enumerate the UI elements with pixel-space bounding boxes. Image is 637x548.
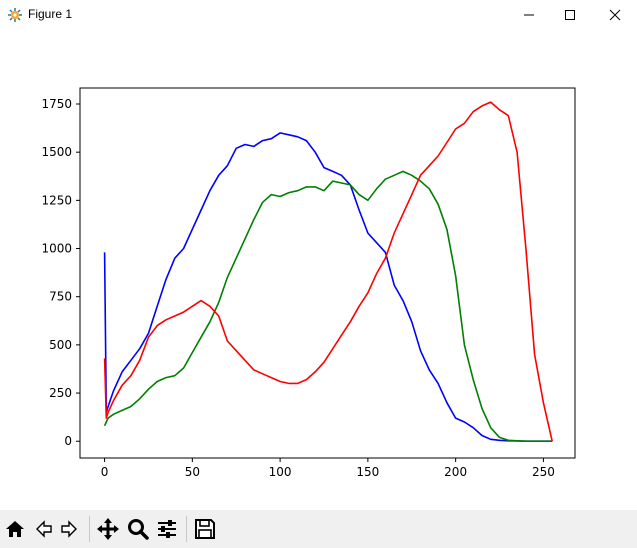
y-tick-label: 1500: [41, 145, 72, 159]
x-tick-label: 100: [269, 465, 292, 479]
back-button[interactable]: [31, 517, 55, 541]
plot-area: [103, 101, 553, 443]
axes-frame: [79, 87, 576, 459]
navigation-toolbar: [0, 510, 637, 548]
maximize-icon: [565, 10, 575, 20]
line-chart: 0 50 100 150 200 250 0 250 500 750 1000 1250 1500 17…: [0, 30, 637, 510]
magnifier-icon: [128, 519, 149, 540]
sliders-icon: [158, 520, 176, 538]
toolbar-separator: [89, 516, 90, 542]
minimize-button[interactable]: [506, 0, 552, 30]
y-tick-label: 1250: [41, 193, 72, 207]
x-tick-label: 50: [185, 465, 200, 479]
series-line-0: [103, 132, 553, 443]
figure-canvas[interactable]: 0 50 100 150 200 250 0 250 500 750 1000 1250 1500 17…: [0, 30, 637, 510]
home-button[interactable]: [3, 517, 27, 541]
home-icon: [6, 521, 24, 537]
window-title: Figure 1: [28, 7, 73, 21]
x-axis: 0 50 100 150 200 250: [101, 458, 555, 479]
series-line-1: [103, 170, 553, 443]
forward-arrow-icon: [61, 520, 77, 538]
move-icon: [97, 518, 119, 540]
minimize-icon: [524, 14, 534, 16]
zoom-button[interactable]: [126, 517, 150, 541]
floppy-disk-icon: [195, 519, 215, 539]
maximize-button[interactable]: [547, 0, 593, 30]
y-tick-label: 1000: [41, 242, 72, 256]
figure-background: [0, 30, 637, 510]
x-tick-label: 150: [356, 465, 379, 479]
configure-subplots-button[interactable]: [155, 517, 179, 541]
y-tick-label: 500: [49, 338, 72, 352]
y-tick-label: 1750: [41, 97, 72, 111]
forward-button[interactable]: [58, 517, 82, 541]
back-arrow-icon: [36, 520, 52, 538]
matplotlib-app-icon: [8, 8, 22, 22]
toolbar-separator: [186, 516, 187, 542]
close-icon: [609, 9, 621, 21]
y-axis: 0 250 500 750 1000 1250 1500 1750: [41, 97, 80, 448]
close-button[interactable]: [592, 0, 637, 30]
y-tick-label: 750: [49, 290, 72, 304]
x-tick-label: 0: [101, 465, 109, 479]
x-tick-label: 200: [444, 465, 467, 479]
y-tick-label: 0: [64, 434, 72, 448]
window-titlebar: Figure 1: [0, 0, 637, 30]
x-tick-label: 250: [532, 465, 555, 479]
y-tick-label: 250: [49, 386, 72, 400]
pan-button[interactable]: [96, 517, 120, 541]
save-button[interactable]: [193, 517, 217, 541]
series-line-2: [103, 101, 553, 442]
